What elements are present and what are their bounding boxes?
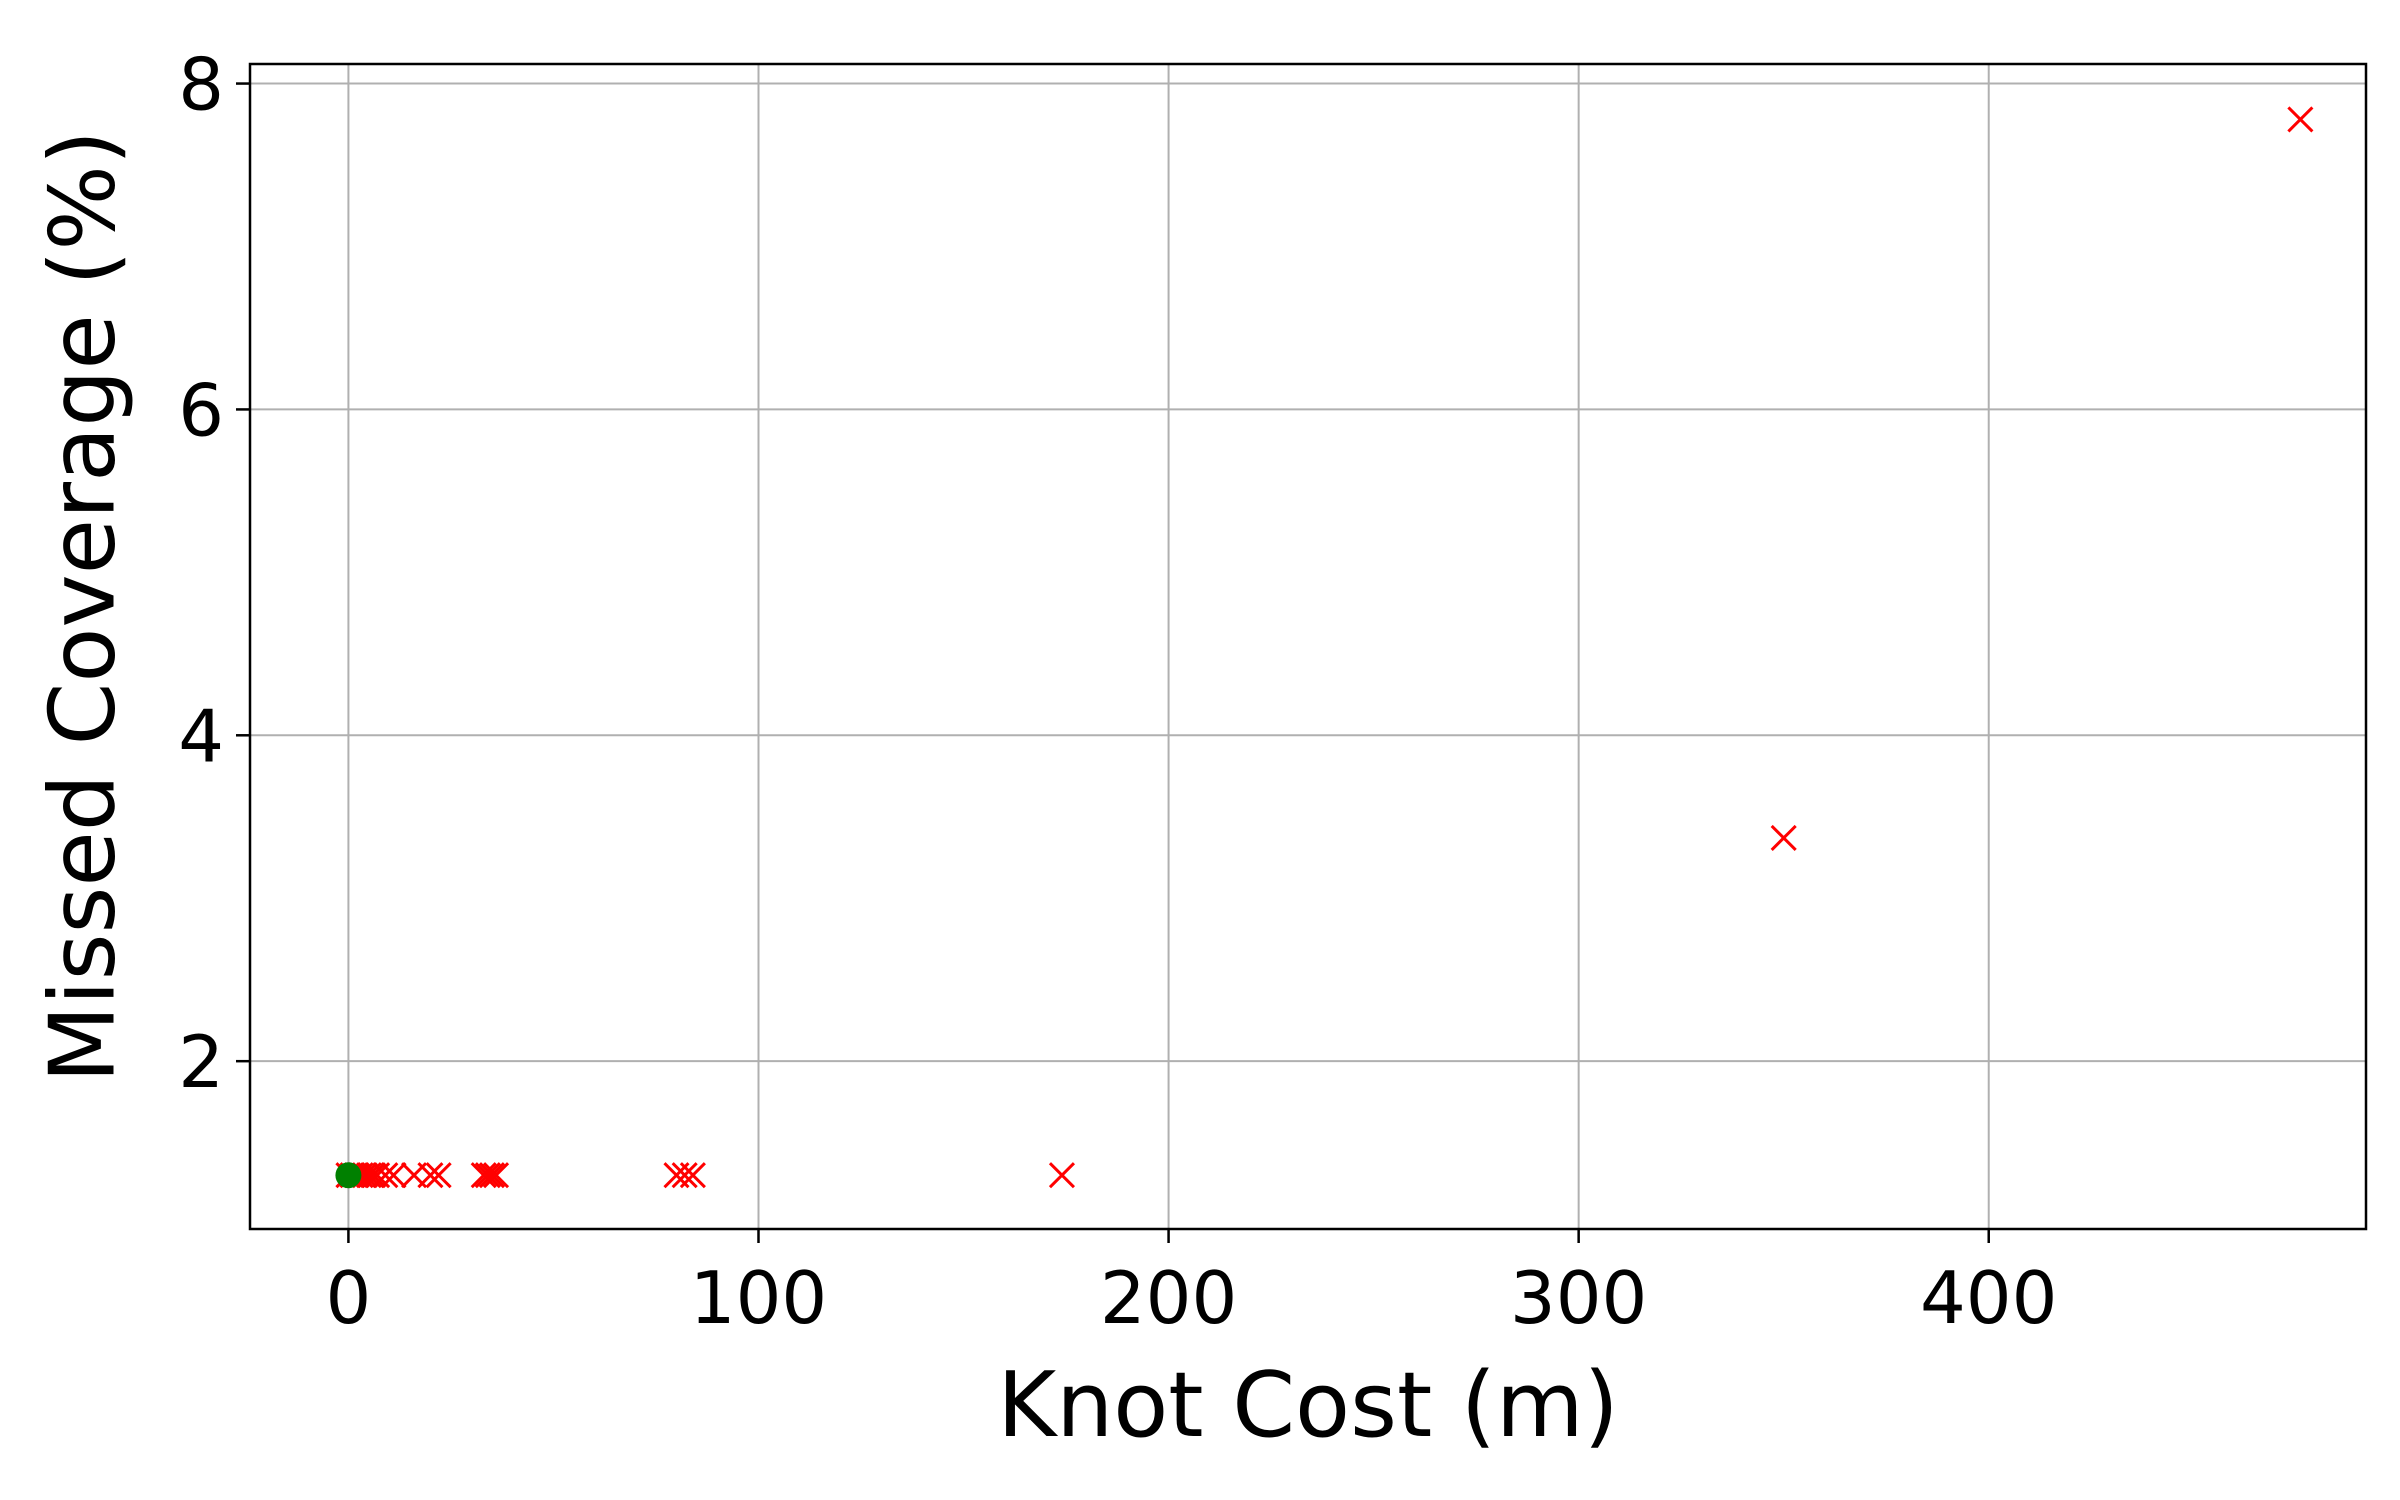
data-point-x-marker xyxy=(380,1162,407,1189)
data-point-x-marker xyxy=(359,1162,387,1189)
data-point-x-marker xyxy=(1770,824,1797,852)
y-axis: 2 4 6 8 xyxy=(178,43,250,1104)
x-tick-label: 200 xyxy=(1100,1256,1237,1340)
data-point-x-marker xyxy=(425,1162,452,1189)
x-axis: 0 100 200 300 400 xyxy=(326,1229,2057,1340)
data-point-x-marker xyxy=(2287,106,2314,133)
data-point-x-marker xyxy=(372,1162,399,1189)
data-point-x-marker xyxy=(417,1162,444,1189)
plot-frame xyxy=(248,62,2368,1231)
data-points xyxy=(335,106,2314,1189)
data-point-x-marker xyxy=(1048,1162,1076,1189)
x-tick-label: 0 xyxy=(326,1256,372,1340)
data-point-circle-marker xyxy=(335,1162,362,1189)
x-axis-label: Knot Cost (m) xyxy=(997,1353,1619,1458)
data-point-x-marker xyxy=(482,1162,510,1189)
x-tick-label: 400 xyxy=(1920,1256,2057,1340)
x-tick-label: 300 xyxy=(1510,1256,1647,1340)
y-tick-label: 6 xyxy=(178,368,224,452)
y-tick-label: 8 xyxy=(178,43,224,127)
data-point-x-marker xyxy=(679,1162,706,1189)
y-tick-label: 4 xyxy=(178,694,224,778)
data-point-x-marker xyxy=(478,1162,506,1189)
data-point-x-marker xyxy=(671,1162,698,1189)
x-tick-label: 100 xyxy=(690,1256,827,1340)
grid xyxy=(250,64,2366,1229)
data-point-x-marker xyxy=(474,1162,501,1189)
y-tick-label: 2 xyxy=(178,1020,224,1104)
data-point-x-marker xyxy=(470,1162,497,1189)
y-axis-label: Missed Coverage (%) xyxy=(31,130,136,1083)
